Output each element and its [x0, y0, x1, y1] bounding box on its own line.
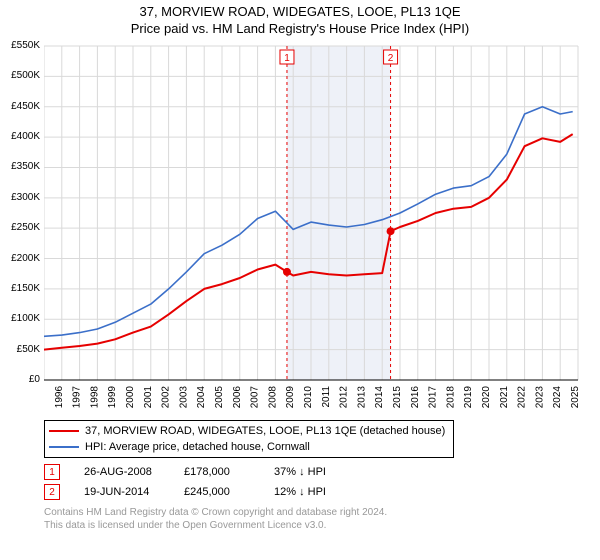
svg-text:2012: 2012 [339, 386, 350, 409]
svg-text:2024: 2024 [552, 386, 563, 409]
svg-text:2001: 2001 [143, 386, 154, 409]
svg-text:2025: 2025 [570, 386, 581, 409]
marker-price: £245,000 [184, 486, 274, 498]
y-tick-label: £150K [11, 283, 40, 294]
svg-text:1996: 1996 [54, 386, 65, 409]
title-subtitle: Price paid vs. HM Land Registry's House … [0, 21, 600, 38]
svg-text:2019: 2019 [463, 386, 474, 409]
y-tick-label: £550K [11, 40, 40, 51]
svg-text:2021: 2021 [499, 386, 510, 409]
svg-text:2008: 2008 [267, 386, 278, 409]
legend-swatch [49, 446, 79, 448]
legend-label: 37, MORVIEW ROAD, WIDEGATES, LOOE, PL13 … [85, 425, 445, 437]
marker-badge: 2 [44, 484, 60, 500]
legend: 37, MORVIEW ROAD, WIDEGATES, LOOE, PL13 … [44, 420, 454, 458]
svg-text:1999: 1999 [107, 386, 118, 409]
title-address: 37, MORVIEW ROAD, WIDEGATES, LOOE, PL13 … [0, 4, 600, 21]
y-tick-label: £500K [11, 70, 40, 81]
svg-text:2011: 2011 [321, 386, 332, 408]
price-chart: 1995 1996 1997 1998 1999 2000 2001 2002 2003 2004… [44, 42, 584, 412]
svg-text:1: 1 [284, 53, 290, 64]
marker-diff: 37% ↓ HPI [274, 466, 364, 478]
legend-swatch [49, 430, 79, 432]
legend-label: HPI: Average price, detached house, Corn… [85, 441, 310, 453]
marker-row: 1 26-AUG-2008 £178,000 37% ↓ HPI [44, 462, 364, 482]
svg-text:2016: 2016 [410, 386, 421, 409]
svg-text:2002: 2002 [161, 386, 172, 409]
marker-diff: 12% ↓ HPI [274, 486, 364, 498]
svg-text:2009: 2009 [285, 386, 296, 409]
y-tick-label: £250K [11, 222, 40, 233]
svg-text:2007: 2007 [250, 386, 261, 409]
marker-price: £178,000 [184, 466, 274, 478]
marker-date: 26-AUG-2008 [84, 466, 184, 478]
svg-text:2000: 2000 [125, 386, 136, 409]
attribution-line: This data is licensed under the Open Gov… [44, 519, 387, 532]
marker-row: 2 19-JUN-2014 £245,000 12% ↓ HPI [44, 482, 364, 502]
svg-text:2013: 2013 [356, 386, 367, 409]
y-tick-label: £400K [11, 131, 40, 142]
svg-text:2015: 2015 [392, 386, 403, 409]
svg-text:2006: 2006 [232, 386, 243, 409]
svg-text:2017: 2017 [428, 386, 439, 409]
y-tick-label: £300K [11, 192, 40, 203]
marker-table: 1 26-AUG-2008 £178,000 37% ↓ HPI 2 19-JU… [44, 462, 364, 502]
svg-text:1997: 1997 [72, 386, 83, 409]
y-tick-label: £50K [17, 344, 40, 355]
legend-item: 37, MORVIEW ROAD, WIDEGATES, LOOE, PL13 … [49, 423, 449, 439]
y-tick-label: £450K [11, 101, 40, 112]
svg-text:1995: 1995 [44, 386, 47, 409]
svg-text:2004: 2004 [196, 386, 207, 409]
svg-text:2005: 2005 [214, 386, 225, 409]
svg-text:1998: 1998 [89, 386, 100, 409]
svg-text:2: 2 [388, 53, 394, 64]
svg-text:2003: 2003 [178, 386, 189, 409]
y-tick-label: £0 [29, 374, 40, 385]
marker-badge: 1 [44, 464, 60, 480]
attribution: Contains HM Land Registry data © Crown c… [44, 506, 387, 532]
y-tick-label: £200K [11, 253, 40, 264]
legend-item: HPI: Average price, detached house, Corn… [49, 439, 449, 455]
svg-text:2023: 2023 [534, 386, 545, 409]
svg-text:2022: 2022 [517, 386, 528, 409]
svg-text:2014: 2014 [374, 386, 385, 409]
attribution-line: Contains HM Land Registry data © Crown c… [44, 506, 387, 519]
marker-date: 19-JUN-2014 [84, 486, 184, 498]
y-tick-label: £100K [11, 313, 40, 324]
svg-text:2010: 2010 [303, 386, 314, 409]
y-tick-label: £350K [11, 161, 40, 172]
svg-text:2020: 2020 [481, 386, 492, 409]
svg-text:2018: 2018 [445, 386, 456, 409]
